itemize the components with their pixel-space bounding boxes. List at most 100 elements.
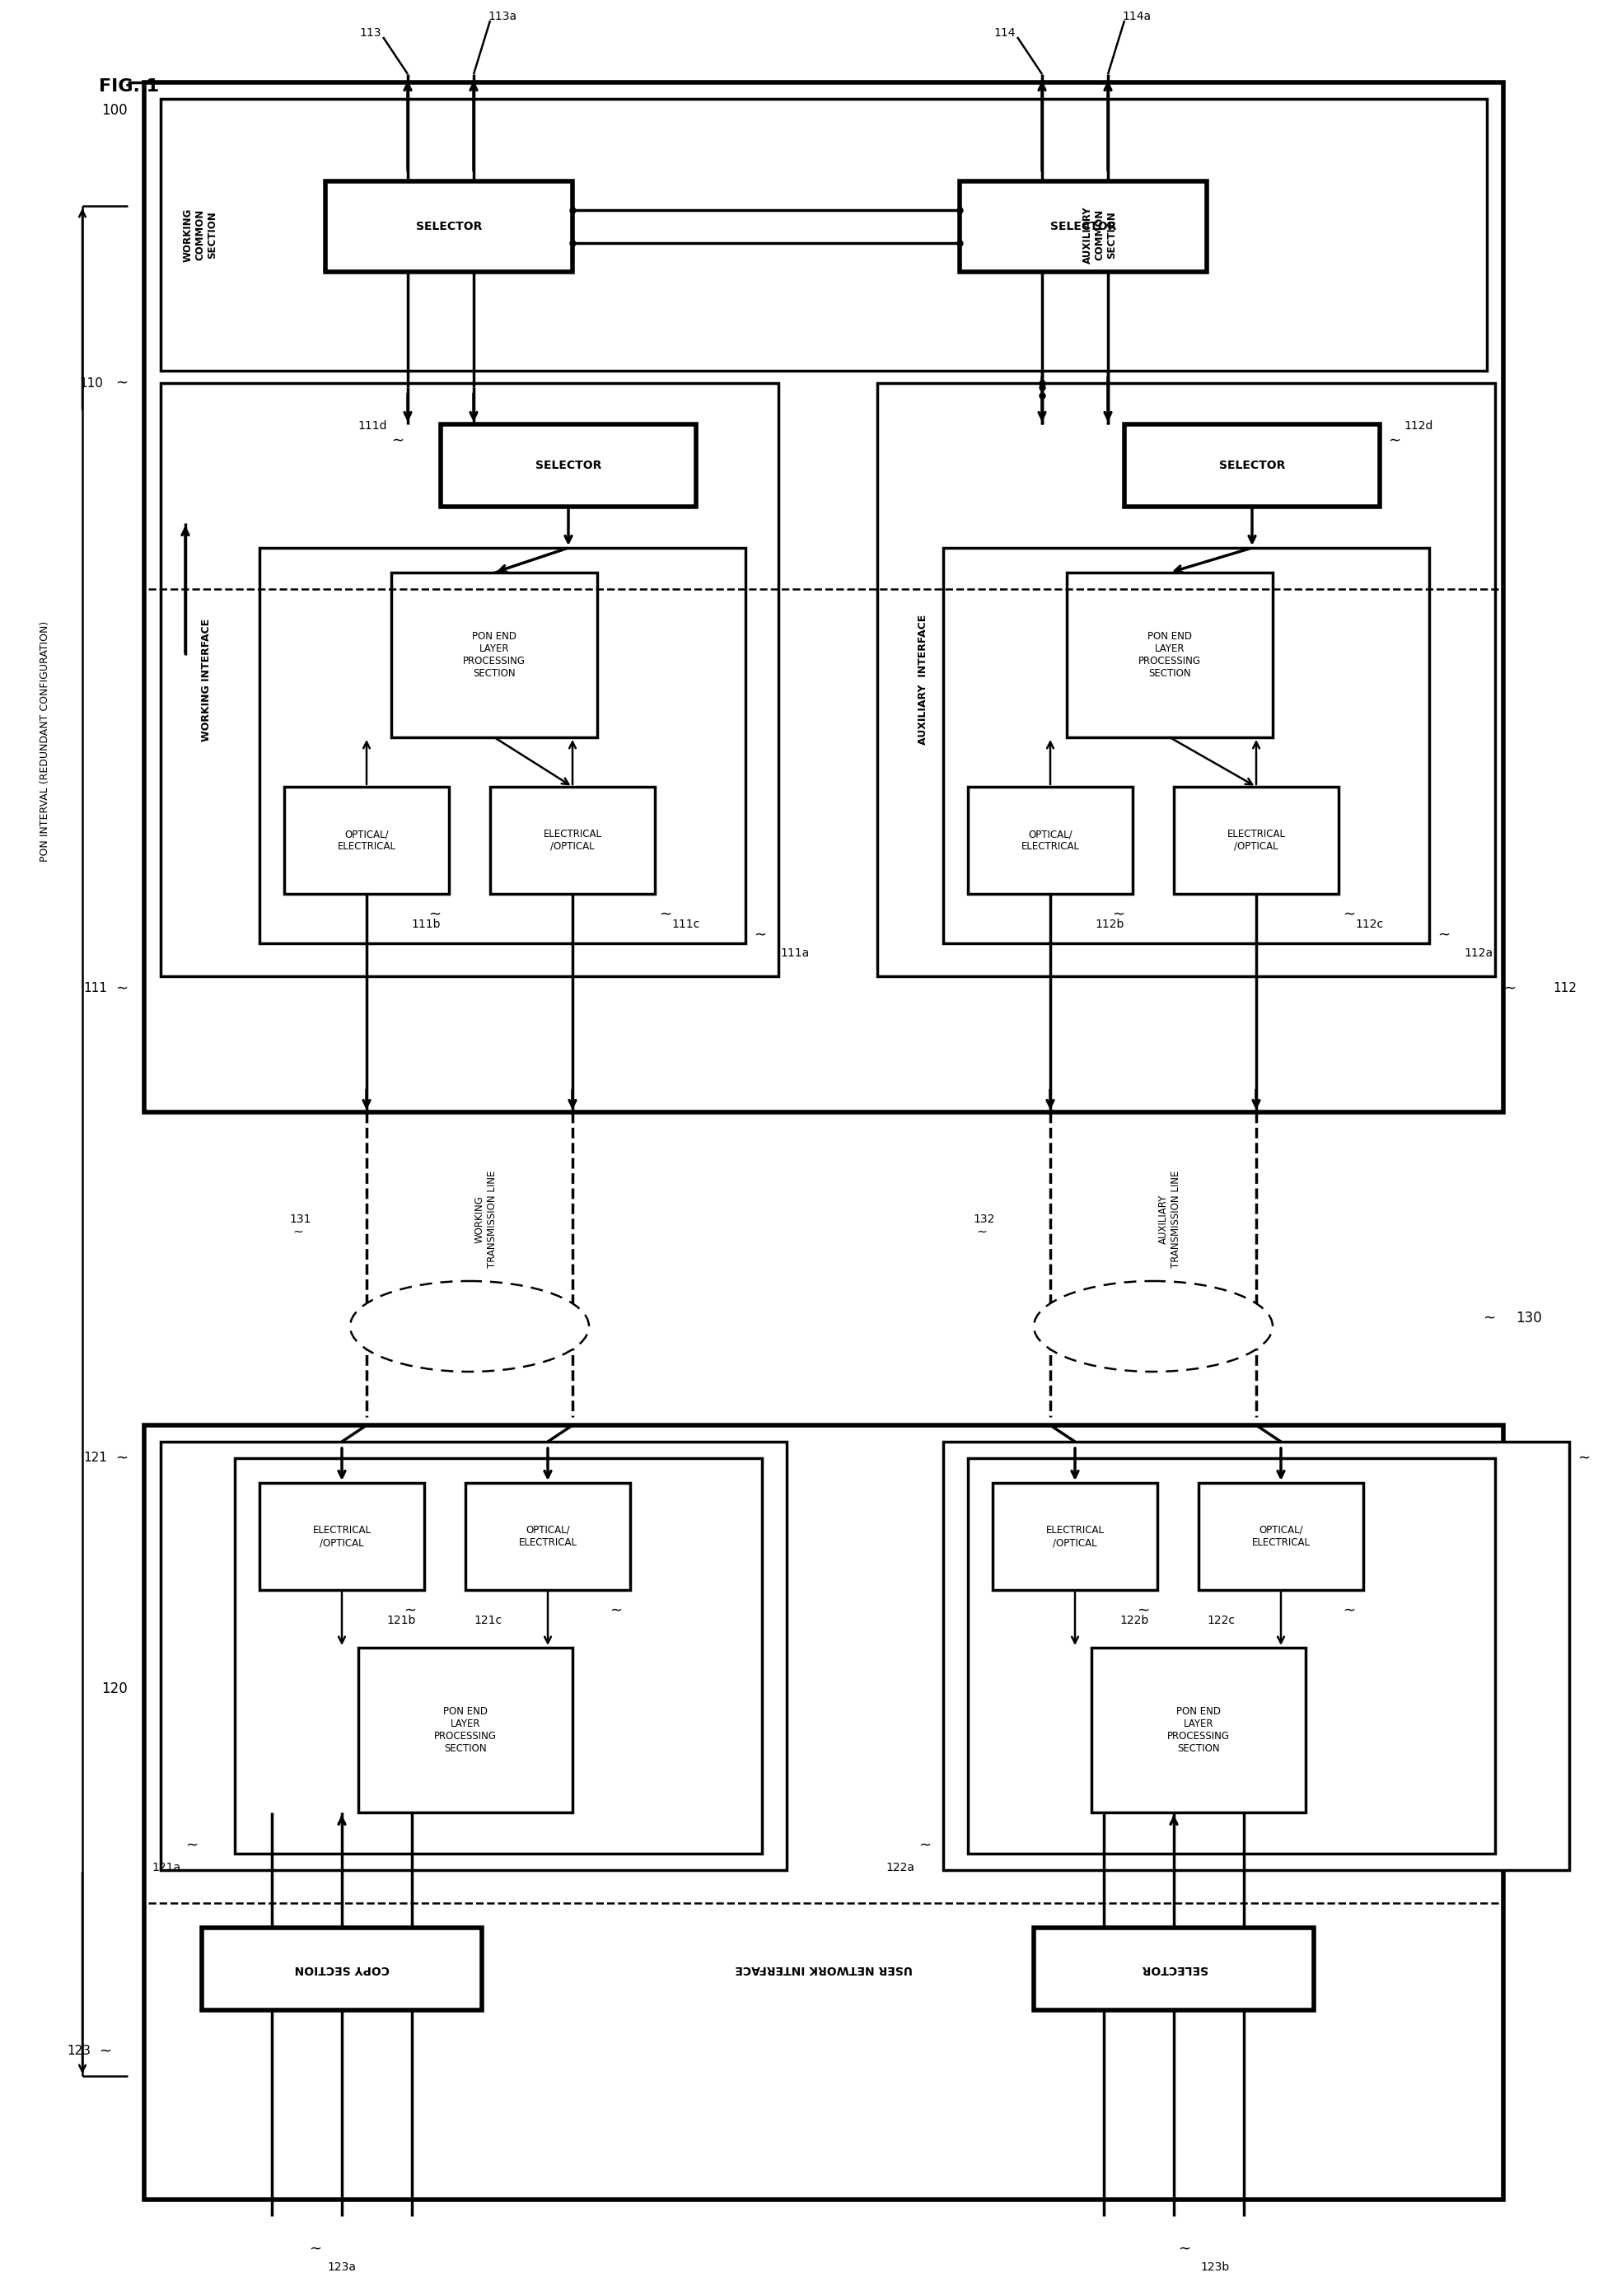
Text: 122c: 122c xyxy=(1206,1614,1235,1626)
Text: 122a: 122a xyxy=(886,1862,914,1874)
Bar xyxy=(1124,425,1379,507)
Text: ∼: ∼ xyxy=(293,1226,302,1238)
Bar xyxy=(943,549,1429,944)
Text: 120: 120 xyxy=(102,1681,128,1697)
Text: 113: 113 xyxy=(359,28,382,39)
Text: 121c: 121c xyxy=(474,1614,501,1626)
Text: 112a: 112a xyxy=(1463,948,1492,960)
Text: 123a: 123a xyxy=(327,2262,356,2273)
Text: 112c: 112c xyxy=(1355,918,1384,930)
Bar xyxy=(325,181,572,271)
Text: 112b: 112b xyxy=(1095,918,1124,930)
Text: 122b: 122b xyxy=(1121,1614,1150,1626)
Text: SELECTOR: SELECTOR xyxy=(1219,459,1286,471)
Text: ∼: ∼ xyxy=(115,980,128,996)
Text: 130: 130 xyxy=(1515,1311,1543,1325)
Text: OPTICAL/
ELECTRICAL: OPTICAL/ ELECTRICAL xyxy=(1020,829,1080,852)
Bar xyxy=(1033,1929,1315,2009)
Bar xyxy=(993,1483,1158,1591)
Bar xyxy=(160,99,1488,370)
Text: SELECTOR: SELECTOR xyxy=(1049,220,1116,232)
Text: ELECTRICAL
/OPTICAL: ELECTRICAL /OPTICAL xyxy=(1227,829,1286,852)
Text: ∼: ∼ xyxy=(977,1226,986,1238)
Text: 114a: 114a xyxy=(1122,11,1151,23)
Bar xyxy=(144,1426,1504,2200)
Bar xyxy=(160,383,778,976)
Text: 131: 131 xyxy=(289,1215,312,1226)
Bar xyxy=(466,1483,631,1591)
Bar xyxy=(878,383,1496,976)
Text: SELECTOR: SELECTOR xyxy=(416,220,482,232)
Text: ∼: ∼ xyxy=(309,2241,322,2257)
Text: ∼: ∼ xyxy=(115,377,128,390)
Text: USER NETWORK INTERFACE: USER NETWORK INTERFACE xyxy=(736,1963,912,1975)
Text: ELECTRICAL
/OPTICAL: ELECTRICAL /OPTICAL xyxy=(1046,1525,1104,1548)
Text: 111a: 111a xyxy=(781,948,810,960)
Bar xyxy=(969,1458,1496,1853)
Text: 132: 132 xyxy=(973,1215,994,1226)
Text: 114: 114 xyxy=(994,28,1015,39)
Text: ∼: ∼ xyxy=(918,1839,931,1853)
Bar xyxy=(1198,1483,1363,1591)
Text: ELECTRICAL
/OPTICAL: ELECTRICAL /OPTICAL xyxy=(312,1525,370,1548)
Text: PON END
LAYER
PROCESSING
SECTION: PON END LAYER PROCESSING SECTION xyxy=(1167,1706,1231,1754)
Text: ∼: ∼ xyxy=(754,928,766,941)
Text: ∼: ∼ xyxy=(1387,434,1400,448)
Bar xyxy=(1174,788,1339,893)
Text: COPY SECTION: COPY SECTION xyxy=(294,1963,390,1975)
Bar xyxy=(391,572,597,737)
Text: ∼: ∼ xyxy=(429,907,441,923)
Text: 113a: 113a xyxy=(488,11,517,23)
Text: 111c: 111c xyxy=(673,918,700,930)
Text: 110: 110 xyxy=(79,377,103,390)
Text: PON END
LAYER
PROCESSING
SECTION: PON END LAYER PROCESSING SECTION xyxy=(462,631,526,680)
Text: ∼: ∼ xyxy=(99,2043,112,2060)
Bar xyxy=(259,1483,424,1591)
Text: FIG. 1: FIG. 1 xyxy=(99,78,158,94)
Text: 111b: 111b xyxy=(411,918,441,930)
Text: WORKING
TRANSMISSION LINE: WORKING TRANSMISSION LINE xyxy=(474,1171,498,1267)
Text: 123: 123 xyxy=(66,2046,91,2057)
Text: ∼: ∼ xyxy=(1483,1311,1496,1325)
Text: 100: 100 xyxy=(102,103,128,117)
Text: 111: 111 xyxy=(84,983,107,994)
Ellipse shape xyxy=(351,1281,589,1371)
Text: 111d: 111d xyxy=(357,420,386,432)
Bar xyxy=(160,1442,787,1869)
Bar xyxy=(259,549,745,944)
Text: OPTICAL/
ELECTRICAL: OPTICAL/ ELECTRICAL xyxy=(1252,1525,1310,1548)
Text: ∼: ∼ xyxy=(391,434,404,448)
Text: ∼: ∼ xyxy=(1438,928,1450,941)
Text: WORKING INTERFACE: WORKING INTERFACE xyxy=(201,618,212,742)
Text: ∼: ∼ xyxy=(115,1451,128,1465)
Text: 121b: 121b xyxy=(386,1614,416,1626)
Bar xyxy=(1091,1649,1305,1812)
Bar xyxy=(285,788,450,893)
Text: ∼: ∼ xyxy=(1504,980,1515,996)
Bar xyxy=(959,181,1206,271)
Text: ∼: ∼ xyxy=(1578,1451,1590,1465)
Text: ∼: ∼ xyxy=(1342,1603,1355,1619)
Text: 123b: 123b xyxy=(1200,2262,1229,2273)
Text: SELECTOR: SELECTOR xyxy=(1140,1963,1206,1975)
Text: ∼: ∼ xyxy=(660,907,671,923)
Bar xyxy=(969,788,1132,893)
Text: 112: 112 xyxy=(1552,983,1577,994)
Text: 112d: 112d xyxy=(1404,420,1433,432)
Bar xyxy=(490,788,655,893)
Bar xyxy=(202,1929,482,2009)
Text: AUXILIARY
COMMON
SECTION: AUXILIARY COMMON SECTION xyxy=(1082,207,1117,264)
Bar xyxy=(1067,572,1273,737)
Text: ∼: ∼ xyxy=(1137,1603,1150,1619)
Text: 121a: 121a xyxy=(152,1862,181,1874)
Bar xyxy=(234,1458,762,1853)
Bar xyxy=(943,1442,1568,1869)
Bar xyxy=(359,1649,572,1812)
Text: 121: 121 xyxy=(84,1451,107,1465)
Text: ∼: ∼ xyxy=(186,1839,197,1853)
Text: OPTICAL/
ELECTRICAL: OPTICAL/ ELECTRICAL xyxy=(519,1525,577,1548)
Text: ELECTRICAL
/OPTICAL: ELECTRICAL /OPTICAL xyxy=(543,829,602,852)
Text: SELECTOR: SELECTOR xyxy=(535,459,602,471)
Text: AUXILIARY
TRANSMISSION LINE: AUXILIARY TRANSMISSION LINE xyxy=(1158,1171,1182,1267)
Text: OPTICAL/
ELECTRICAL: OPTICAL/ ELECTRICAL xyxy=(338,829,396,852)
